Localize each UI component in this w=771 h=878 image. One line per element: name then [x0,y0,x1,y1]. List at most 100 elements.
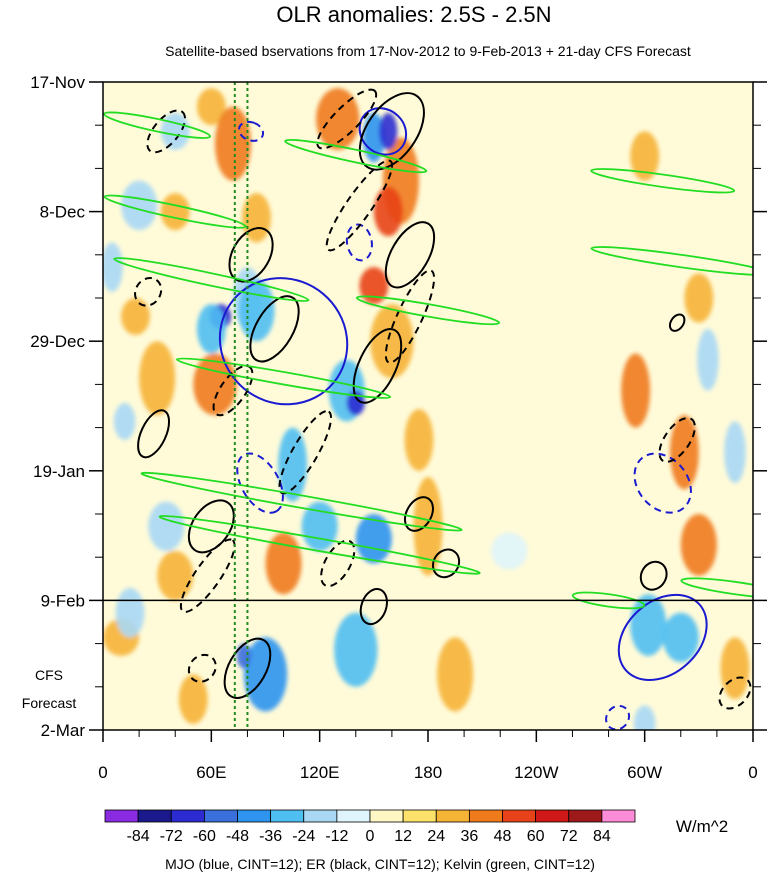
y-tick-label-1: 8-Dec [40,203,86,222]
colorbar-swatch-13 [535,809,570,823]
anomaly-patch-46 [724,421,746,484]
colorbar-label-8: 12 [394,828,412,845]
colorbar-label-3: -48 [226,828,249,845]
anomaly-patch-49 [160,112,190,150]
mjo-contour-3 [633,452,692,514]
er-contour-23 [187,653,217,683]
colorbar-swatch-3 [203,809,238,823]
y-tick-label-2: 29-Dec [30,332,85,351]
anomaly-patch-32 [196,304,226,354]
kelvin-contour-9 [590,246,753,276]
mjo-contour-6 [345,223,373,262]
er-contour-16 [278,410,333,495]
anomaly-patch-24 [242,193,271,243]
y-tick-label-5: 2-Mar [41,721,86,740]
kelvin-contour-4 [140,471,463,532]
y-axis: 17-Nov 8-Dec 29-Dec 19-Jan 9-Feb 2-Mar [30,73,767,740]
y-tick-label-4: 9-Feb [41,591,85,610]
colorbar-swatch-14 [568,809,603,823]
colorbar-swatch-8 [369,809,404,823]
er-contour-17 [179,538,236,613]
er-contour-2 [352,328,403,404]
anomaly-patch-14 [157,551,194,601]
colorbar-label-13: 72 [560,828,578,845]
contour-layer [103,88,753,730]
x-tick-label-0: 0 [98,763,107,782]
anomaly-patch-18 [621,353,651,428]
colorbar-swatch-7 [336,809,371,823]
anomaly-patch-42 [115,588,145,638]
forecast-label: CFS Forecast [22,667,77,711]
er-contour-1 [384,221,436,289]
er-contour-13 [316,88,378,150]
colorbar-swatch-10 [435,809,470,823]
anomaly-patch-4 [373,186,403,237]
plot-area [102,81,754,731]
colorbar-swatch-5 [270,809,305,823]
anomaly-patch-6 [160,193,190,231]
mjo-contour-5 [605,704,631,730]
x-tick-label-5: 60W [627,763,662,782]
anomaly-patch-7 [139,341,176,416]
anomaly-patch-20 [680,514,717,576]
colorbar-units: W/m^2 [676,817,728,836]
contour-legend: MJO (blue, CINT=12); ER (black, CINT=12)… [165,856,595,872]
forecast-label-line-2: Forecast [22,695,77,711]
x-tick-label-1: 60E [196,763,226,782]
reference-lines [233,82,249,730]
anomaly-patch-21 [630,131,660,181]
anomaly-patch-11 [404,409,434,471]
er-contours [134,88,752,710]
colorbar-swatch-4 [237,809,272,823]
er-contour-0 [358,92,425,171]
x-tick-label-3: 180 [414,763,442,782]
mjo-contour-7 [238,120,265,142]
chart-subtitle: Satellite-based bservations from 17-Nov-… [165,43,691,59]
kelvin-contour-7 [355,295,501,326]
colorbar-label-6: -12 [325,828,348,845]
colorbar-label-14: 84 [593,828,611,845]
anomaly-patch-45 [633,705,656,730]
chart-title: OLR anomalies: 2.5S - 2.5N [276,2,551,27]
colorbar-swatch-6 [303,809,338,823]
anomaly-patch-40 [103,242,123,292]
anomaly-patch-13 [265,532,302,595]
colorbar-label-11: 48 [494,828,512,845]
colorbar-label-12: 60 [527,828,545,845]
mjo-contour-0 [218,277,349,406]
er-contour-24 [320,539,356,588]
anomaly-patch-47 [697,328,719,391]
anomaly-patch-34 [301,501,338,552]
anomaly-field [103,88,750,730]
kelvin-contour-8 [590,168,736,194]
y-tick-label-3: 19-Jan [33,462,85,481]
anomaly-patch-0 [196,88,226,126]
anomaly-patch-1 [214,106,252,181]
colorbar-label-2: -60 [193,828,216,845]
x-tick-label-2: 120E [300,763,340,782]
x-tick-label-6: 0 [748,763,757,782]
anomaly-patch-39 [121,180,158,231]
er-contour-12 [668,313,686,332]
colorbar-swatch-15 [601,809,636,823]
colorbar-swatch-1 [137,809,172,823]
er-contour-8 [359,588,388,626]
er-contour-5 [137,409,171,459]
colorbar-label-4: -36 [259,828,282,845]
colorbar-swatch-0 [104,809,139,823]
er-contour-7 [223,637,272,699]
kelvin-contours [103,111,753,610]
er-contour-21 [658,417,696,463]
anomaly-patch-44 [662,612,699,663]
anomaly-patch-31 [379,112,398,150]
er-contour-14 [325,159,394,252]
kelvin-contour-10 [680,577,753,599]
anomaly-patch-33 [278,427,308,502]
anomaly-patch-48 [491,532,528,570]
kelvin-contour-6 [284,138,428,174]
er-contour-19 [146,109,186,154]
colorbar-label-7: 0 [366,828,375,845]
mjo-contour-4 [236,452,284,514]
anomaly-patch-9 [121,298,150,336]
